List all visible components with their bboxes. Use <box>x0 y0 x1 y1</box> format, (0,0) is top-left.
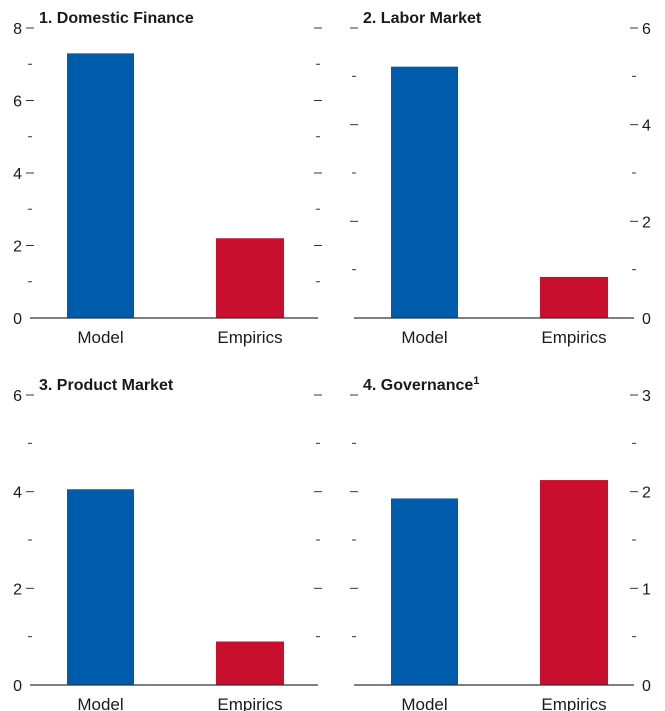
y-tick-label: 4 <box>13 166 22 183</box>
bar-model <box>391 498 458 685</box>
chart-panel-3: 0 2 4 6 Model Empirics 3. Product Market <box>13 377 322 711</box>
bar-model <box>67 53 134 318</box>
x-tick-label: Model <box>401 328 447 347</box>
y-tick-label: 1 <box>642 581 651 598</box>
bar-empirics <box>540 480 608 685</box>
bar-model <box>391 66 458 319</box>
footnote-marker: 1 <box>473 375 479 387</box>
y-tick-label: 0 <box>642 311 651 328</box>
y-tick-label: 0 <box>13 311 22 328</box>
chart-panel-2: 0 2 4 6 Model Empirics 2. Labor Market <box>350 10 651 347</box>
y-tick-label: 4 <box>13 485 22 502</box>
panel-title: 4. Governance1 <box>363 375 479 394</box>
panel-title: 3. Product Market <box>39 377 174 394</box>
x-tick-label: Model <box>77 695 123 711</box>
bar-empirics <box>216 238 284 318</box>
y-tick-label: 0 <box>13 678 22 695</box>
chart-panel-1: 0 2 4 6 8 Model Empirics 1. Domestic Finance <box>13 10 322 347</box>
x-tick-label: Model <box>401 695 447 711</box>
x-tick-label: Model <box>77 328 123 347</box>
x-tick-label: Empirics <box>217 328 282 347</box>
x-tick-label: Empirics <box>541 695 606 711</box>
bar-empirics <box>540 276 608 318</box>
y-tick-label: 6 <box>642 21 651 38</box>
y-tick-label: 2 <box>642 485 651 502</box>
y-tick-label: 2 <box>13 581 22 598</box>
y-tick-label: 0 <box>642 678 651 695</box>
y-tick-label: 2 <box>13 239 22 256</box>
panel-title: 2. Labor Market <box>363 10 482 27</box>
y-tick-label: 4 <box>642 118 651 135</box>
bar-empirics <box>216 641 284 685</box>
chart-panel-4: 0 1 2 3 Model Empirics 4. Governance1 <box>350 375 651 711</box>
panel-title: 1. Domestic Finance <box>39 10 194 27</box>
x-tick-label: Empirics <box>217 695 282 711</box>
x-tick-label: Empirics <box>541 328 606 347</box>
y-tick-label: 6 <box>13 388 22 405</box>
y-tick-label: 8 <box>13 21 22 38</box>
y-tick-label: 6 <box>13 94 22 111</box>
y-tick-label: 2 <box>642 214 651 231</box>
y-tick-label: 3 <box>642 388 651 405</box>
bar-model <box>67 489 134 685</box>
